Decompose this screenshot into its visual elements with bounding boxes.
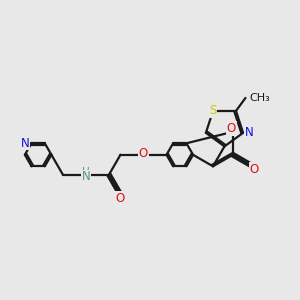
Text: O: O [250, 163, 259, 176]
Text: N: N [21, 137, 30, 150]
Text: S: S [209, 104, 217, 118]
Text: H: H [82, 167, 90, 178]
Text: O: O [139, 147, 148, 160]
Text: O: O [116, 192, 125, 205]
Text: O: O [227, 122, 236, 135]
Text: N: N [82, 170, 90, 184]
Text: CH₃: CH₃ [249, 93, 270, 103]
Text: N: N [245, 126, 254, 139]
